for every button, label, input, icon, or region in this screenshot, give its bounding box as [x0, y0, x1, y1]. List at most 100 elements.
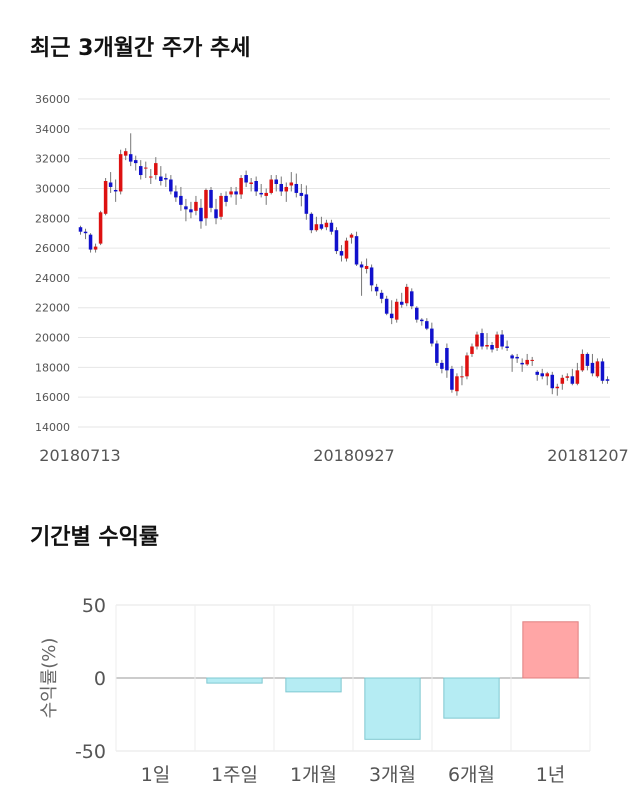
- candle-body: [435, 343, 439, 363]
- candle-body: [174, 191, 178, 198]
- candle-body: [334, 230, 339, 252]
- candle-body: [570, 376, 575, 384]
- candle-body: [214, 209, 218, 219]
- y-tick-label: 30000: [35, 182, 70, 195]
- candle-body: [304, 194, 309, 214]
- x-category-label: 1년: [536, 764, 566, 786]
- candle-body: [244, 175, 248, 183]
- candle-body: [394, 301, 399, 320]
- candle-body: [374, 286, 379, 292]
- candle-body: [274, 179, 279, 184]
- candle-body: [194, 201, 198, 211]
- y-tick-label: 32000: [35, 153, 70, 166]
- candle-body: [284, 186, 289, 192]
- candle-body: [279, 183, 284, 192]
- x-category-label: 1개월: [290, 764, 337, 786]
- candle-body: [480, 333, 484, 347]
- candle-body: [404, 286, 409, 304]
- y-tick-label: -50: [75, 741, 106, 763]
- candle-body: [364, 265, 369, 269]
- candle-body: [123, 151, 128, 156]
- candle-body: [329, 222, 334, 232]
- candle-body: [264, 192, 268, 196]
- candle-body: [169, 179, 173, 192]
- candle-body: [133, 160, 138, 164]
- candle-body: [88, 234, 93, 250]
- candle-body: [339, 251, 344, 256]
- candle-body: [605, 379, 610, 381]
- candle-body: [580, 353, 585, 371]
- returns-bar-chart: 50 0 -50 1일 1주일 1개월 3개월 6개월 1년 수익률(%): [39, 595, 591, 786]
- candle-body: [465, 355, 469, 377]
- candle-body: [369, 267, 374, 286]
- candle-body: [389, 313, 394, 319]
- candle-body: [535, 371, 539, 375]
- candle-body: [229, 191, 233, 195]
- return-bar: [443, 677, 500, 719]
- candle-body: [154, 163, 158, 176]
- candle-body: [103, 181, 108, 214]
- candle-body: [93, 246, 98, 250]
- candle-body: [184, 206, 188, 210]
- candle-body: [359, 264, 364, 268]
- candle-body: [108, 182, 113, 187]
- candle-body: [179, 195, 183, 205]
- candle-body: [138, 166, 143, 176]
- y-tick-label: 14000: [35, 421, 70, 434]
- candle-body: [505, 346, 509, 348]
- y-tick-label: 20000: [35, 332, 70, 345]
- x-tick-label: 20180713: [39, 446, 120, 465]
- candle-body: [289, 182, 294, 186]
- x-category-label: 1일: [141, 764, 171, 786]
- y-tick-label: 26000: [35, 242, 70, 255]
- candle-body: [409, 291, 414, 307]
- return-bar: [206, 677, 263, 684]
- candle-body: [128, 154, 133, 162]
- candle-body: [585, 353, 590, 366]
- candle-body: [249, 182, 253, 184]
- y-tick-label: 22000: [35, 302, 70, 315]
- candle-body: [294, 183, 299, 193]
- candle-body: [113, 189, 118, 192]
- candlestick-chart: 14000 16000 18000 20000 22000 24000 26000 28000…: [35, 93, 629, 465]
- candle-body: [83, 231, 88, 234]
- candle-body: [430, 328, 434, 344]
- candle-body: [560, 377, 565, 384]
- candle-body: [159, 176, 163, 181]
- candle-body: [420, 319, 424, 322]
- candle-body: [590, 362, 595, 374]
- candle-body: [490, 345, 494, 350]
- return-bar: [522, 621, 579, 679]
- candle-body: [209, 189, 213, 208]
- period-returns-title: 기간별 수익률: [30, 525, 160, 550]
- candle-body: [224, 195, 228, 202]
- candle-body: [470, 346, 474, 354]
- candle-body: [384, 298, 389, 314]
- candle-body: [455, 376, 459, 392]
- price-trend-title: 최근 3개월간 주가 추세: [30, 36, 251, 61]
- candle-body: [415, 307, 419, 320]
- candle-body: [530, 359, 534, 361]
- x-tick-label: 20180927: [313, 446, 394, 465]
- candle-body: [234, 191, 238, 195]
- candle-body: [219, 195, 223, 217]
- candle-body: [485, 345, 489, 347]
- candle-body: [254, 181, 258, 192]
- candle-body: [239, 178, 243, 195]
- candle-body: [299, 192, 304, 196]
- y-tick-label: 36000: [35, 93, 70, 106]
- y-tick-label: 24000: [35, 272, 70, 285]
- y-tick-label: 50: [82, 595, 106, 617]
- x-category-label: 6개월: [448, 764, 495, 786]
- y-axis-label: 수익률(%): [39, 638, 60, 719]
- y-tick-label: 34000: [35, 123, 70, 136]
- candle-body: [98, 212, 103, 244]
- return-bar: [364, 677, 421, 740]
- candle-body: [495, 334, 499, 348]
- y-tick-label: 28000: [35, 212, 70, 225]
- candle-body: [595, 361, 600, 377]
- candle-body: [189, 209, 193, 213]
- candle-body: [450, 368, 454, 390]
- candle-body: [440, 362, 444, 369]
- candle-body: [600, 361, 605, 381]
